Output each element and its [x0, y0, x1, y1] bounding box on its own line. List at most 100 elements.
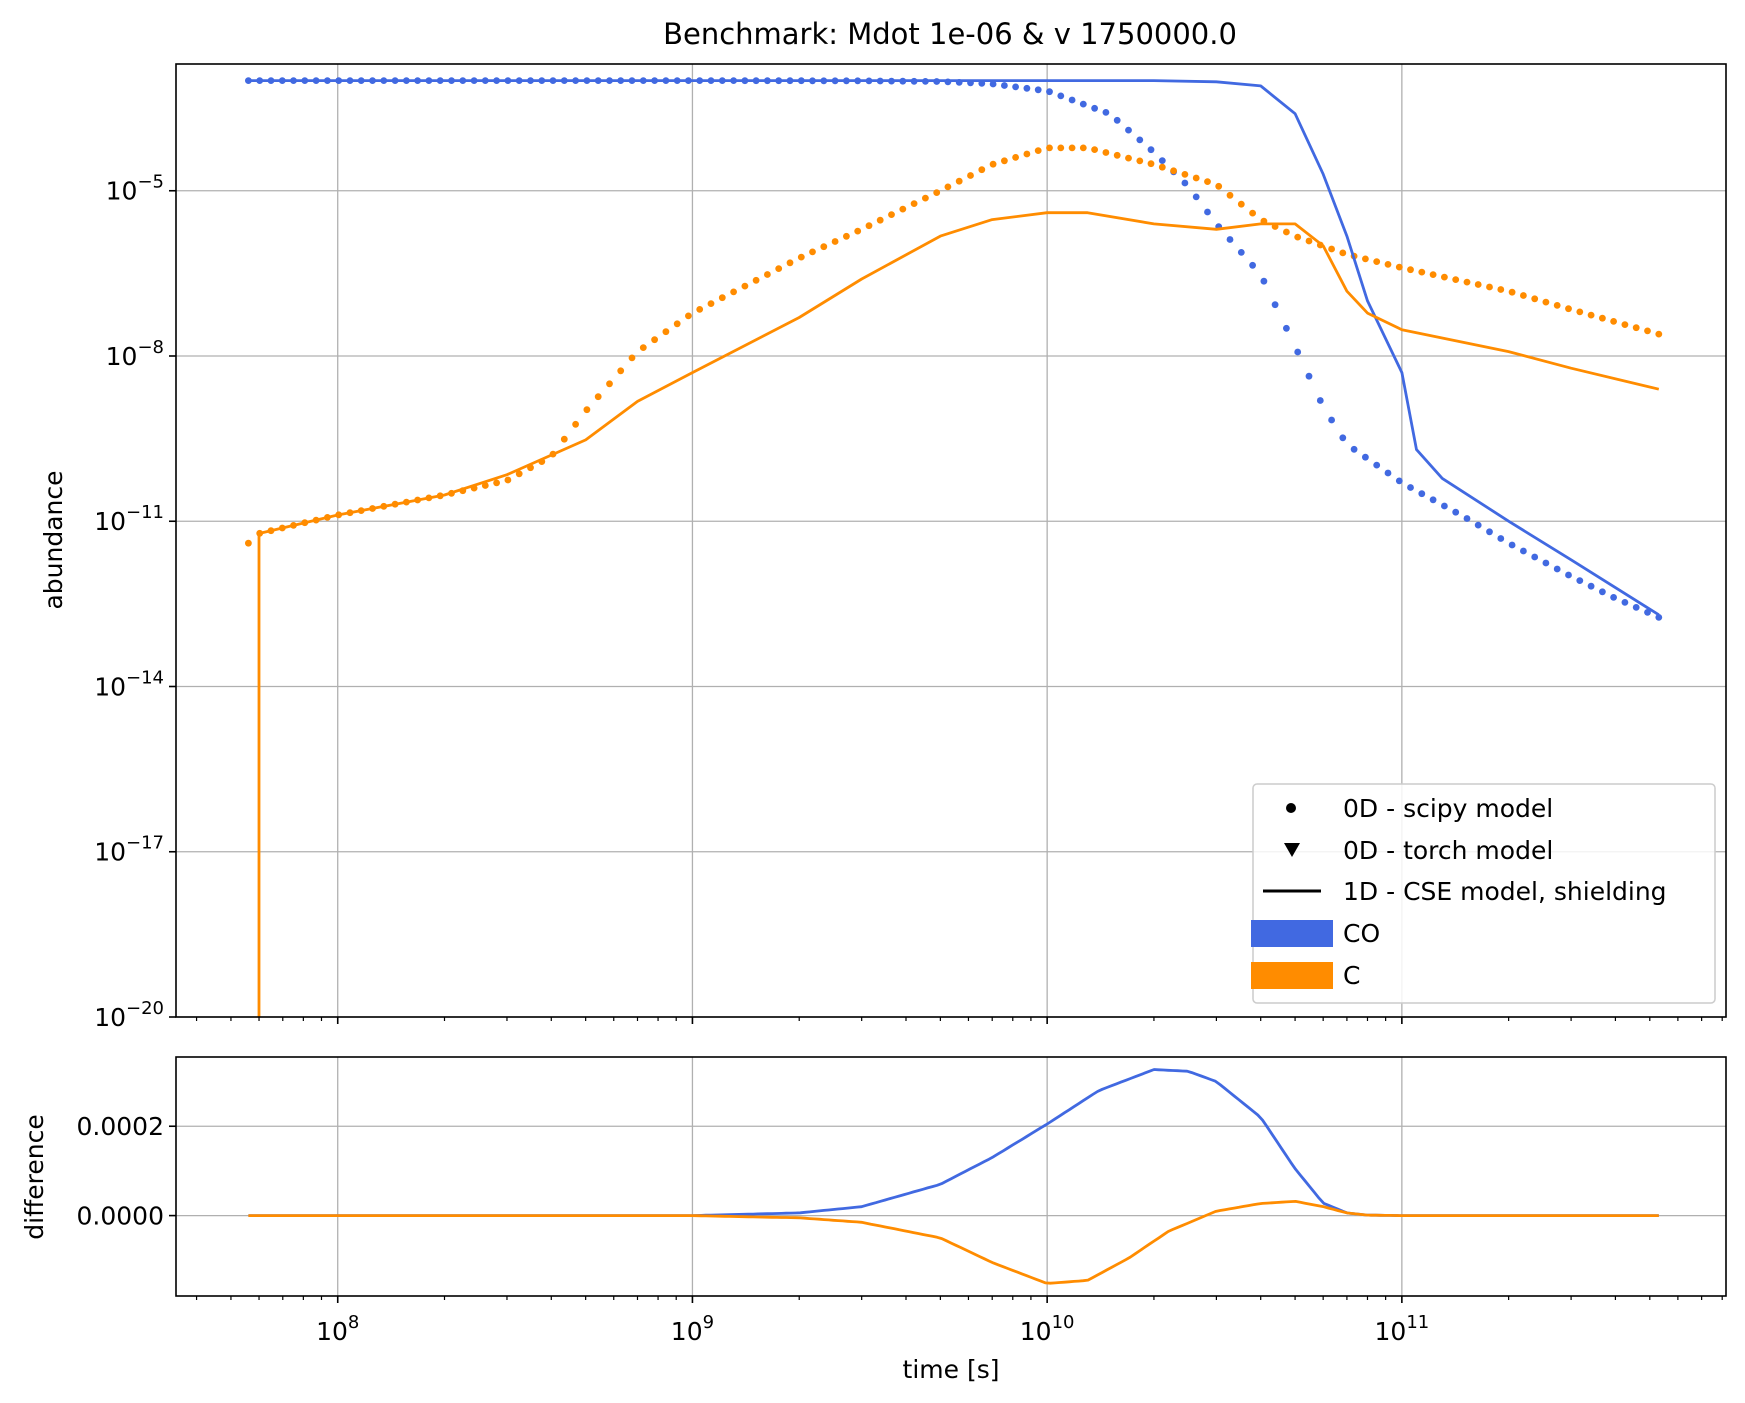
scipy-point-c	[854, 227, 862, 235]
scipy-point-c	[1001, 157, 1008, 165]
scipy-point-co	[1192, 193, 1200, 201]
scipy-point-co	[1113, 116, 1121, 124]
scipy-point-c	[515, 470, 523, 478]
legend-label-torch: 0D - torch model	[1343, 836, 1553, 865]
x-tick-label: 1010	[1020, 1312, 1075, 1346]
scipy-point-c	[1294, 233, 1302, 241]
x-tick-label: 1011	[1375, 1312, 1430, 1346]
scipy-point-co	[1610, 594, 1617, 601]
scipy-point-c	[1632, 324, 1640, 332]
scipy-point-co	[1283, 324, 1290, 332]
scipy-point-c	[899, 205, 907, 213]
scipy-point-c	[560, 435, 568, 443]
scipy-point-c	[696, 306, 704, 313]
scipy-point-c	[888, 211, 895, 219]
scipy-point-c	[1508, 288, 1516, 296]
top-y-axis-label: abundance	[39, 470, 68, 609]
scipy-point-c	[1587, 311, 1595, 319]
scipy-point-c	[1305, 237, 1313, 245]
scipy-point-co	[1520, 547, 1527, 555]
bottom-y-tick-label: 0.0000	[77, 1202, 164, 1231]
scipy-point-c	[922, 194, 929, 202]
scipy-point-c	[865, 222, 873, 230]
scipy-point-c	[1429, 271, 1437, 278]
scipy-point-c	[1486, 283, 1493, 291]
x-tick-label: 109	[671, 1312, 714, 1346]
bottom-y-tick-label: 0.0002	[77, 1112, 164, 1141]
scipy-point-co	[1441, 502, 1448, 510]
scipy-point-c	[1542, 298, 1550, 306]
scipy-point-co	[1046, 88, 1053, 96]
scipy-point-c	[1249, 209, 1256, 217]
scipy-point-c	[843, 232, 850, 240]
scipy-point-co	[1091, 104, 1098, 112]
scipy-point-c	[572, 420, 579, 428]
legend-triangle-marker	[1284, 843, 1300, 857]
scipy-point-c	[617, 367, 625, 375]
scipy-point-co	[1384, 469, 1392, 477]
scipy-point-c	[583, 406, 591, 414]
scipy-point-co	[1553, 565, 1561, 573]
scipy-point-co	[1486, 528, 1493, 536]
scipy-point-c	[1576, 308, 1584, 316]
scipy-point-co	[989, 80, 997, 88]
scipy-point-c	[639, 344, 647, 351]
scipy-point-c	[1057, 144, 1065, 152]
scipy-point-c	[1531, 295, 1539, 303]
scipy-point-c	[1339, 249, 1347, 257]
scipy-point-c	[831, 238, 839, 245]
scipy-point-co	[1395, 477, 1403, 485]
scipy-point-c	[1046, 144, 1053, 152]
difference-line-c	[248, 1200, 1659, 1285]
legend-label-co: CO	[1343, 919, 1380, 948]
scipy-point-c	[1170, 167, 1177, 175]
scipy-point-co	[1531, 553, 1539, 561]
scipy-point-c	[775, 265, 783, 272]
scipy-point-c	[955, 177, 963, 185]
scipy-point-co	[1497, 535, 1505, 542]
scipy-point-c	[876, 216, 884, 224]
scipy-point-c	[1418, 268, 1426, 276]
scipy-point-c	[1610, 318, 1617, 325]
bottom-y-axis-label: difference	[20, 1114, 49, 1240]
scipy-point-c	[989, 160, 997, 168]
scipy-point-co	[1474, 521, 1482, 529]
scipy-point-c	[820, 243, 828, 251]
top-y-tick-label: 10−8	[106, 337, 164, 371]
scipy-point-c	[1113, 151, 1121, 159]
scipy-point-co	[1644, 609, 1651, 616]
scipy-point-c	[651, 336, 658, 344]
scipy-point-co	[1655, 614, 1663, 621]
cse-line-co	[248, 79, 1660, 616]
scipy-point-co	[1452, 508, 1460, 516]
scipy-point-c	[1407, 266, 1414, 274]
scipy-point-c	[786, 259, 794, 267]
scipy-point-c	[1474, 281, 1482, 288]
scipy-point-c	[1102, 149, 1110, 156]
scipy-point-c	[245, 539, 252, 547]
scipy-point-co	[1204, 208, 1211, 216]
scipy-point-c	[1621, 321, 1629, 328]
scipy-point-co	[1102, 109, 1110, 116]
top-y-tick-label: 10−5	[106, 172, 164, 206]
top-y-tick-label: 10−20	[94, 998, 164, 1032]
scipy-point-c	[481, 482, 489, 489]
scipy-point-co	[1316, 397, 1324, 404]
chart-title: Benchmark: Mdot 1e-06 & v 1750000.0	[663, 17, 1237, 51]
scipy-point-c	[594, 393, 602, 401]
scipy-point-co	[1260, 277, 1268, 285]
scipy-point-c	[1520, 292, 1527, 299]
scipy-point-co	[1136, 136, 1144, 144]
scipy-point-co	[1599, 588, 1606, 596]
scipy-point-c	[1599, 314, 1606, 322]
scipy-point-c	[1441, 273, 1448, 281]
scipy-point-co	[1362, 453, 1369, 461]
scipy-point-co	[1226, 236, 1234, 243]
scipy-point-co	[1508, 541, 1516, 549]
scipy-point-co	[1418, 490, 1426, 498]
scipy-point-co	[1305, 372, 1313, 380]
scipy-point-co	[1249, 261, 1256, 269]
scipy-point-c	[730, 288, 737, 296]
scipy-point-c	[662, 328, 670, 336]
